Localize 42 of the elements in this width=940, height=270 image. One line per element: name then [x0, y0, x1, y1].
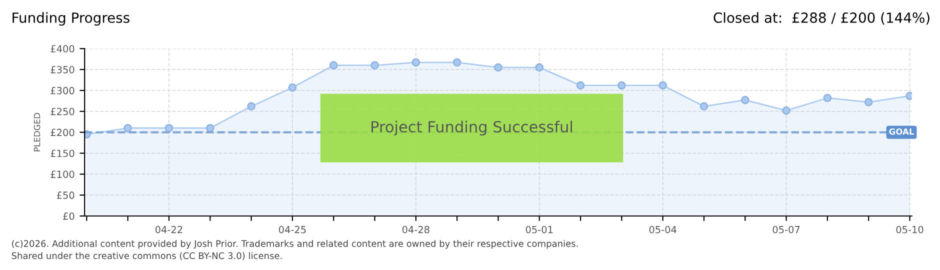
point — [247, 102, 256, 111]
annotation: Project Funding Successful — [372, 120, 572, 136]
point — [658, 81, 667, 90]
point — [494, 63, 502, 72]
y-tick-label: £400 — [50, 45, 74, 52]
x-tick-label: 04-25 — [278, 226, 306, 234]
point — [782, 106, 790, 115]
text: Shared under the creative commons (CC BY-NC 3.0) license. — [12, 252, 282, 260]
x-tick-label: 05-04 — [649, 226, 676, 234]
text: (c)2026. Additional content provided by Josh Prior. Trademarks and related content are owned by their respective companies. — [12, 240, 578, 249]
x-tick-label: 05-07 — [772, 226, 800, 234]
chart-subtitle: Closed at: £288 / £200 (144%) — [714, 12, 930, 25]
point — [452, 58, 462, 67]
point — [164, 124, 174, 132]
x-tick-label: 05-01 — [526, 226, 553, 234]
y-tick-label: £350 — [50, 66, 74, 74]
y-tick-label: £250 — [50, 108, 74, 116]
point — [288, 83, 297, 92]
y-tick-label: £100 — [50, 170, 74, 178]
point — [412, 58, 420, 67]
y-tick-label: £50 — [56, 192, 74, 199]
x-tick-label: 05-10 — [896, 226, 924, 234]
chart-title: Funding Progress — [12, 12, 130, 26]
x-tick-label: 04-22 — [155, 226, 182, 234]
point — [206, 124, 214, 132]
ref-line-label: GOAL — [889, 128, 914, 135]
point — [864, 98, 873, 106]
point — [329, 61, 338, 70]
point — [370, 61, 379, 70]
point — [740, 96, 750, 104]
y-tick-label: £0 — [63, 212, 74, 220]
point — [535, 63, 544, 72]
y-axis-title: PLEDGED — [34, 113, 40, 152]
y-tick-label: £300 — [50, 86, 74, 94]
point — [617, 81, 626, 90]
y-tick-label: £200 — [50, 128, 74, 136]
x-tick-label: 04-28 — [402, 226, 430, 234]
point — [700, 102, 708, 111]
point — [576, 81, 585, 90]
point — [823, 94, 832, 102]
y-tick-label: £150 — [50, 150, 74, 158]
point — [124, 124, 132, 132]
